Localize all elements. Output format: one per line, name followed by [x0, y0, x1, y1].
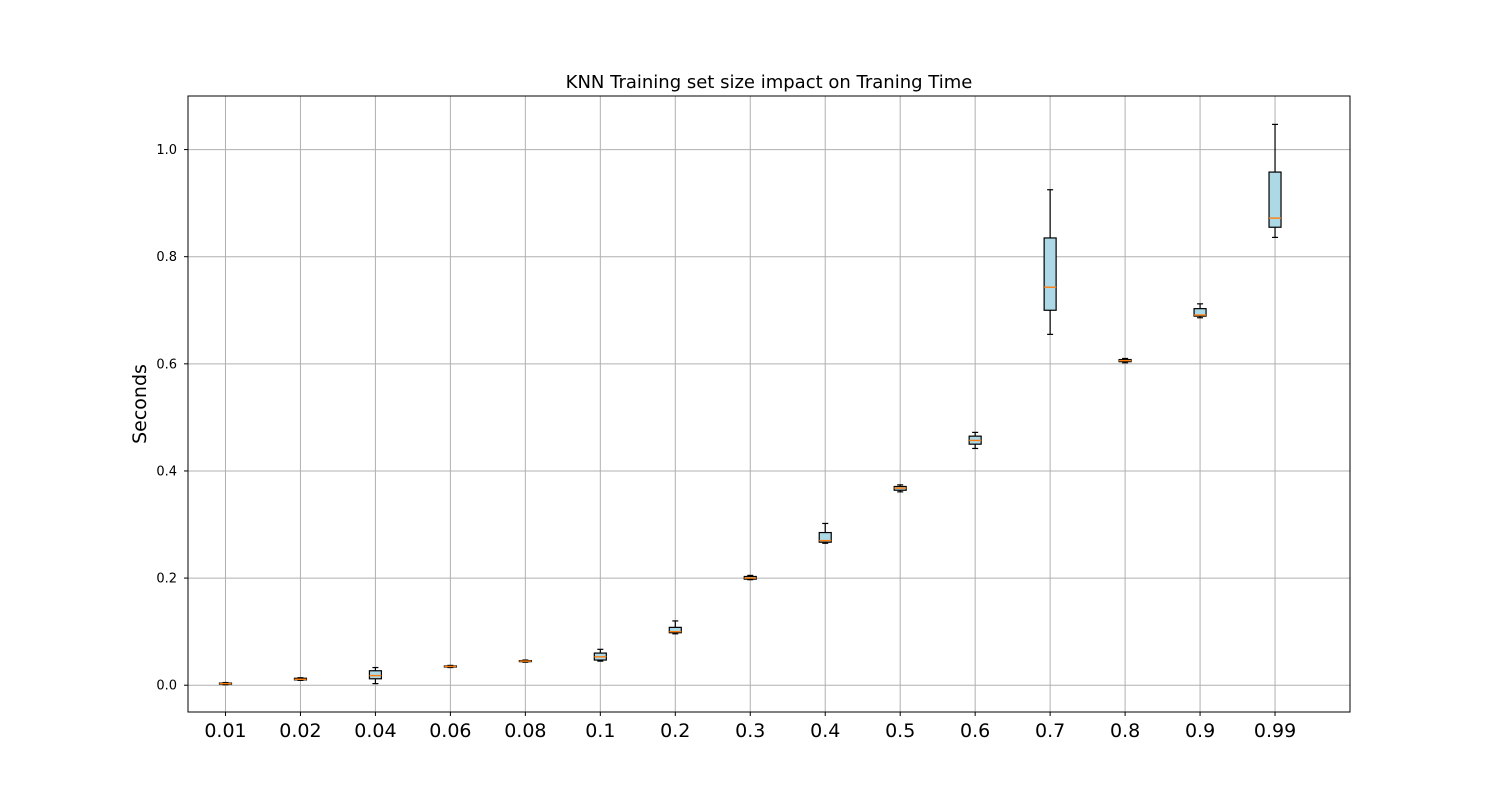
box-0.8	[1118, 357, 1132, 364]
x-tick-label: 0.8	[1110, 720, 1140, 742]
x-tick-label: 0.6	[960, 720, 990, 742]
box-0.3	[743, 574, 757, 581]
x-tick-label: 0.7	[1035, 720, 1065, 742]
box-body	[818, 531, 832, 543]
box-body	[368, 670, 383, 680]
box-0.6	[968, 431, 982, 450]
y-tick-label: 1.0	[156, 143, 177, 158]
box-0.02	[293, 677, 308, 681]
x-tick-label: 0.06	[429, 720, 471, 742]
x-tick-label: 0.01	[204, 720, 246, 742]
chart-title: KNN Training set size impact on Traning …	[566, 72, 973, 93]
box-0.1	[593, 648, 607, 662]
y-tick-label: 0.0	[156, 679, 177, 694]
box-0.5	[893, 484, 907, 493]
x-tick-label: 0.99	[1254, 720, 1296, 742]
box-body	[668, 626, 682, 634]
plot-frame	[187, 95, 1351, 713]
x-tick-label: 0.1	[585, 720, 615, 742]
y-tick-label: 0.6	[156, 357, 177, 372]
y-tick-label: 0.2	[156, 572, 177, 587]
box-0.99	[1268, 123, 1282, 239]
y-tick-label: 0.4	[156, 464, 177, 479]
x-tick-label: 0.2	[660, 720, 690, 742]
y-tick-label: 0.8	[156, 250, 177, 265]
x-tick-label: 0.5	[885, 720, 915, 742]
box-body	[1193, 308, 1207, 317]
ticks: 0.0 0.2 0.4 0.6 0.8 1.0 0.01 0.02 0.04 0.06 0.08 0.…	[156, 143, 1296, 742]
box-0.06	[443, 664, 457, 669]
x-tick-label: 0.08	[504, 720, 546, 742]
box-0.9	[1193, 303, 1207, 319]
box-body	[1268, 171, 1282, 228]
x-tick-label: 0.9	[1185, 720, 1215, 742]
boxes	[218, 123, 1282, 686]
x-tick-label: 0.3	[735, 720, 765, 742]
box-0.01	[218, 681, 233, 686]
box-0.7	[1043, 189, 1057, 335]
x-tick-label: 0.04	[354, 720, 396, 742]
box-0.04	[368, 666, 383, 685]
box-0.08	[518, 659, 532, 663]
grid	[188, 96, 1350, 712]
y-axis-label: Seconds	[129, 364, 151, 444]
box-body	[1043, 237, 1057, 311]
box-0.4	[818, 522, 832, 544]
x-tick-label: 0.4	[810, 720, 840, 742]
box-0.2	[668, 620, 682, 635]
x-tick-label: 0.02	[279, 720, 321, 742]
